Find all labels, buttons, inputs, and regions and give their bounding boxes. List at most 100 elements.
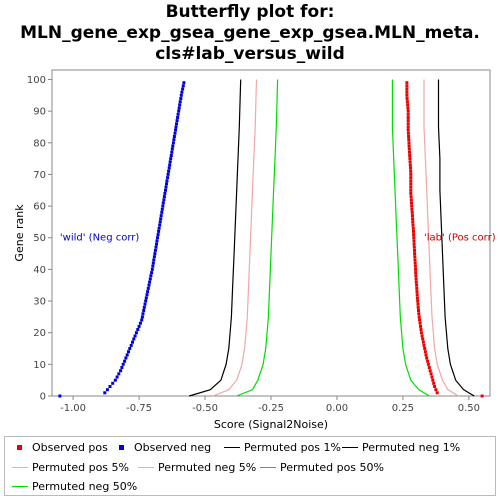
- y-tick-label: 80: [33, 138, 46, 149]
- data-point: [153, 248, 157, 252]
- data-point: [406, 112, 410, 116]
- data-point: [119, 369, 123, 373]
- data-point: [425, 356, 429, 360]
- data-point: [168, 160, 172, 164]
- data-point: [424, 353, 428, 357]
- data-point: [128, 347, 132, 350]
- legend-label-permuted-neg-50: Permuted neg 50%: [32, 480, 138, 493]
- data-point: [161, 201, 165, 205]
- data-point: [172, 138, 176, 142]
- data-point: [169, 154, 173, 157]
- data-point: [171, 141, 175, 145]
- y-tick-label: 0: [40, 392, 46, 403]
- data-point: [407, 147, 411, 151]
- legend-marker-permuted-neg-1: [341, 443, 359, 453]
- data-point: [159, 214, 163, 218]
- data-point: [105, 388, 109, 392]
- data-point: [419, 328, 423, 331]
- data-point: [159, 217, 163, 221]
- data-point: [405, 84, 409, 88]
- data-point: [164, 185, 168, 189]
- legend-item-permuted-pos-5: Permuted pos 5%: [11, 461, 129, 474]
- data-point: [160, 210, 164, 214]
- data-point: [181, 84, 185, 88]
- y-tick-label: 60: [33, 202, 46, 213]
- data-point: [175, 119, 179, 123]
- data-point: [415, 293, 419, 297]
- data-point: [136, 328, 140, 331]
- data-point: [412, 229, 415, 233]
- data-point: [420, 334, 424, 338]
- legend-label-permuted-neg-1: Permuted neg 1%: [362, 441, 461, 454]
- series-observed-neg: [58, 81, 186, 398]
- data-point: [161, 204, 165, 208]
- data-point: [429, 372, 433, 376]
- data-point: [176, 116, 180, 119]
- data-point: [172, 135, 176, 138]
- legend-label-permuted-neg-5: Permuted neg 5%: [158, 461, 257, 474]
- legend-item-permuted-pos-50: Permuted pos 50%: [259, 461, 384, 474]
- data-point: [430, 375, 434, 379]
- y-tick-label: 50: [33, 233, 46, 244]
- series-permuted-neg-50: [236, 79, 279, 397]
- data-point: [164, 188, 167, 192]
- data-point: [411, 220, 415, 224]
- data-point: [146, 290, 150, 294]
- data-point: [146, 286, 150, 290]
- data-point: [423, 350, 427, 354]
- data-point: [409, 191, 413, 195]
- data-point: [166, 176, 170, 180]
- data-point: [121, 362, 125, 366]
- data-point: [165, 179, 169, 183]
- x-tick-label: -1.00: [60, 403, 86, 414]
- data-point: [409, 185, 413, 189]
- data-point: [177, 106, 181, 110]
- data-point: [111, 381, 115, 385]
- data-point: [428, 369, 432, 373]
- data-point: [426, 359, 430, 363]
- y-tick-label: 10: [33, 360, 46, 371]
- data-point: [169, 157, 173, 161]
- data-point: [181, 87, 185, 91]
- data-point: [432, 381, 436, 385]
- data-point: [406, 122, 410, 126]
- data-point: [409, 176, 413, 180]
- data-point: [175, 122, 178, 126]
- data-point: [174, 128, 177, 132]
- data-point: [422, 343, 426, 347]
- data-point: [152, 255, 156, 259]
- data-point: [426, 362, 430, 366]
- data-point: [409, 172, 413, 176]
- data-point: [416, 299, 420, 303]
- data-point: [148, 280, 152, 284]
- series-observed-pos: [405, 81, 484, 398]
- data-point: [409, 198, 413, 202]
- data-point: [423, 347, 427, 350]
- data-point: [160, 207, 164, 211]
- legend-marker-observed-pos: [11, 443, 29, 453]
- data-point: [180, 90, 184, 94]
- data-point: [409, 182, 413, 186]
- legend: Observed pos Observed neg Permuted pos 1…: [4, 436, 496, 496]
- data-point: [123, 359, 127, 363]
- data-point: [406, 109, 410, 113]
- legend-item-observed-pos: Observed pos: [11, 441, 108, 454]
- series-line: [437, 79, 475, 397]
- data-point: [414, 280, 418, 284]
- data-point: [137, 324, 141, 328]
- data-point: [125, 353, 129, 357]
- data-point: [412, 245, 416, 249]
- data-point: [419, 331, 423, 335]
- data-point: [414, 267, 418, 271]
- data-point: [134, 331, 138, 335]
- legend-label-permuted-pos-1: Permuted pos 1%: [244, 441, 341, 454]
- data-point: [410, 204, 414, 208]
- data-point: [163, 191, 167, 195]
- data-point: [165, 182, 168, 186]
- x-tick-label: 0.25: [392, 403, 414, 414]
- x-tick-label: -0.50: [192, 403, 218, 414]
- data-point: [405, 97, 409, 100]
- data-point: [417, 309, 420, 312]
- data-point: [412, 233, 416, 237]
- data-point: [415, 283, 419, 287]
